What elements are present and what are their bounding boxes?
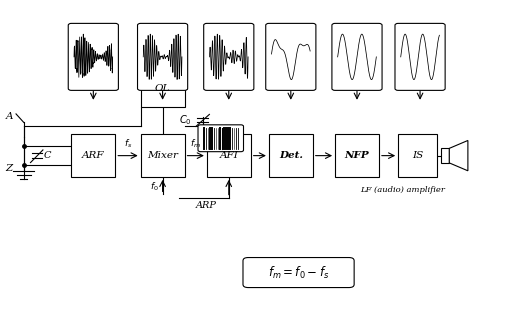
Text: ARF: ARF (82, 151, 104, 160)
Text: $f_0$: $f_0$ (150, 180, 158, 193)
FancyBboxPatch shape (141, 70, 185, 107)
Text: $f_m$: $f_m$ (190, 137, 201, 150)
Text: $f_m = f_0 - f_s$: $f_m = f_0 - f_s$ (268, 264, 329, 281)
FancyBboxPatch shape (332, 23, 382, 90)
FancyBboxPatch shape (269, 134, 313, 177)
Text: A: A (6, 112, 13, 121)
Text: OL: OL (155, 84, 170, 93)
FancyBboxPatch shape (71, 134, 115, 177)
Text: NFP: NFP (345, 151, 369, 160)
Text: AFI: AFI (219, 151, 238, 160)
Text: C: C (44, 151, 52, 160)
Text: Mixer: Mixer (147, 151, 178, 160)
Text: IS: IS (412, 151, 423, 160)
Text: LF (audio) amplifier: LF (audio) amplifier (360, 186, 445, 194)
Polygon shape (449, 140, 468, 171)
FancyBboxPatch shape (243, 258, 354, 288)
Text: $C_0$: $C_0$ (178, 113, 191, 127)
FancyBboxPatch shape (335, 134, 379, 177)
FancyBboxPatch shape (138, 23, 188, 90)
Text: ARP: ARP (195, 201, 217, 210)
Text: $f_s$: $f_s$ (124, 137, 132, 150)
FancyBboxPatch shape (141, 134, 185, 177)
FancyBboxPatch shape (207, 134, 251, 177)
Text: Det.: Det. (279, 151, 303, 160)
FancyBboxPatch shape (68, 23, 118, 90)
FancyBboxPatch shape (398, 134, 437, 177)
FancyBboxPatch shape (198, 125, 244, 152)
FancyBboxPatch shape (395, 23, 445, 90)
FancyBboxPatch shape (204, 23, 254, 90)
FancyBboxPatch shape (441, 148, 449, 163)
FancyBboxPatch shape (266, 23, 316, 90)
Text: Z: Z (6, 164, 13, 173)
